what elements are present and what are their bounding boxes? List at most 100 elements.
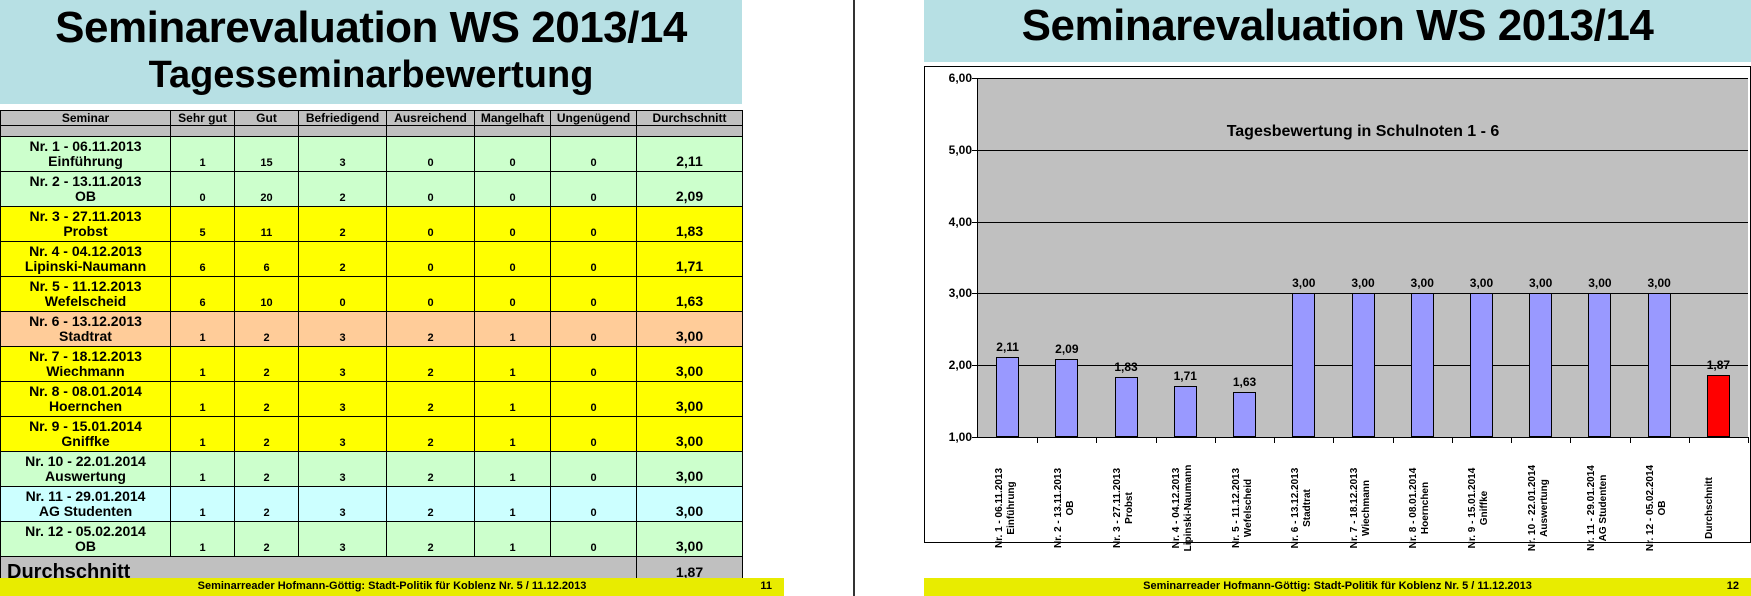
seminar-number-date: Nr. 2 - 13.11.2013	[29, 173, 142, 189]
column-header: Ausreichend	[386, 110, 475, 126]
table-row: Nr. 8 - 08.01.2014 Hoernchen 1 2 3 2 1 0 3,00	[0, 381, 743, 417]
bar	[1706, 374, 1730, 437]
left-slide-footer: Seminarreader Hofmann-Göttig: Stadt-Poli…	[0, 578, 784, 596]
bar-chart: Tagesbewertung in Schulnoten 1 - 6 1,00 2…	[924, 66, 1751, 551]
befriedigend-cell: 3	[298, 416, 387, 452]
seminar-cell: Nr. 3 - 27.11.2013 Probst	[0, 206, 171, 242]
gridline	[978, 149, 1748, 151]
bar	[1292, 293, 1316, 437]
x-tick-mark	[1037, 437, 1039, 443]
column-header: Ungenügend	[550, 110, 637, 126]
x-category-label: Nr. 7 - 18.12.2013 Wiechmann	[1349, 448, 1389, 568]
table-row: Nr. 5 - 11.12.2013 Wefelscheid 6 10 0 0 0 0 1,63	[0, 276, 743, 312]
column-header: Sehr gut	[170, 110, 235, 126]
gut-cell: 2	[234, 486, 299, 522]
x-category-label: Nr. 10 - 22.01.2014 Auswertung	[1527, 448, 1567, 568]
bar	[1588, 293, 1612, 437]
gut-cell: 2	[234, 311, 299, 347]
seminar-number-date: Nr. 10 - 22.01.2014	[25, 453, 146, 469]
gut-cell: 11	[234, 206, 299, 242]
y-tick-mark	[972, 293, 978, 295]
bar	[996, 357, 1020, 437]
column-header: Durchschnitt	[636, 110, 743, 126]
befriedigend-cell: 3	[298, 346, 387, 382]
sehr-gut-cell: 6	[170, 276, 235, 312]
seminar-topic: Stadtrat	[59, 328, 112, 344]
gut-cell: 2	[234, 416, 299, 452]
seminar-cell: Nr. 5 - 11.12.2013 Wefelscheid	[0, 276, 171, 312]
table-row: Nr. 11 - 29.01.2014 AG Studenten 1 2 3 2 1 0 3,0…	[0, 486, 743, 522]
mangelhaft-cell: 0	[474, 276, 551, 312]
seminar-cell: Nr. 10 - 22.01.2014 Auswertung	[0, 451, 171, 487]
seminar-number-date: Nr. 4 - 04.12.2013	[29, 243, 142, 259]
y-tick-mark	[972, 78, 978, 79]
column-header: Befriedigend	[298, 110, 387, 126]
column-header: Mangelhaft	[474, 110, 551, 126]
page-divider	[853, 0, 855, 596]
durchschnitt-cell: 3,00	[636, 451, 743, 487]
seminar-number-date: Nr. 12 - 05.02.2014	[25, 523, 146, 539]
gut-cell: 10	[234, 276, 299, 312]
y-tick-label: 2,00	[948, 358, 972, 373]
x-tick-mark	[1748, 437, 1749, 443]
seminar-topic: Auswertung	[45, 468, 126, 484]
seminar-topic: Gniffke	[61, 433, 110, 449]
mangelhaft-cell: 0	[474, 136, 551, 172]
mangelhaft-cell: 1	[474, 416, 551, 452]
mangelhaft-cell: 1	[474, 486, 551, 522]
seminar-topic: Wefelscheid	[44, 293, 127, 309]
bar	[1114, 377, 1138, 437]
x-label-line1: Nr. 6 - 13.12.2013	[1289, 467, 1301, 549]
y-tick-mark	[972, 437, 978, 438]
bar-value-label: 1,87	[1706, 357, 1731, 372]
ausreichend-cell: 2	[386, 486, 475, 522]
grade-table: Seminar Sehr gut Gut Befriedigend Ausreichen…	[0, 110, 743, 590]
ungenuegend-cell: 0	[550, 206, 637, 242]
befriedigend-cell: 2	[298, 241, 387, 277]
x-label-line1: Nr. 11 - 29.01.2014	[1585, 465, 1597, 551]
befriedigend-cell: 3	[298, 381, 387, 417]
seminar-topic: OB	[75, 188, 96, 204]
x-label-line2: Lipinski-Naumann	[1183, 464, 1195, 552]
gut-cell: 20	[234, 171, 299, 207]
x-label-line2: Hoernchen	[1420, 481, 1432, 535]
befriedigend-cell: 3	[298, 311, 387, 347]
y-tick-label: 6,00	[948, 71, 972, 85]
sehr-gut-cell: 1	[170, 311, 235, 347]
table-row: Nr. 10 - 22.01.2014 Auswertung 1 2 3 2 1 0 3,00	[0, 451, 743, 487]
seminar-topic: AG Studenten	[38, 503, 133, 519]
bar	[1233, 391, 1257, 437]
y-tick-label: 1,00	[948, 430, 972, 444]
durchschnitt-cell: 1,83	[636, 206, 743, 242]
x-tick-mark	[1451, 437, 1453, 443]
mangelhaft-cell: 0	[474, 206, 551, 242]
gut-cell: 2	[234, 521, 299, 557]
bar-value-label: 3,00	[1529, 276, 1553, 291]
header-spacer-row	[0, 125, 743, 137]
befriedigend-cell: 3	[298, 136, 387, 172]
bar-value-label: 2,11	[996, 340, 1019, 355]
durchschnitt-cell: 3,00	[636, 346, 743, 382]
seminar-number-date: Nr. 6 - 13.12.2013	[29, 313, 142, 329]
ungenuegend-cell: 0	[550, 451, 637, 487]
slide-subtitle: Tagesseminarbewertung	[148, 54, 594, 96]
gut-cell: 15	[234, 136, 299, 172]
seminar-cell: Nr. 7 - 18.12.2013 Wiechmann	[0, 346, 171, 382]
durchschnitt-cell: 3,00	[636, 381, 743, 417]
footer-text: Seminarreader Hofmann-Göttig: Stadt-Poli…	[1143, 580, 1532, 592]
bar	[1469, 293, 1493, 437]
gridline	[978, 221, 1748, 223]
durchschnitt-cell: 3,00	[636, 416, 743, 452]
mangelhaft-cell: 1	[474, 521, 551, 557]
sehr-gut-cell: 1	[170, 486, 235, 522]
seminar-number-date: Nr. 9 - 15.01.2014	[29, 418, 142, 434]
x-tick-mark	[1392, 437, 1394, 443]
bar	[1351, 293, 1375, 437]
gut-cell: 2	[234, 381, 299, 417]
plot-area: Tagesbewertung in Schulnoten 1 - 6 1,00 2…	[949, 71, 1749, 551]
durchschnitt-cell: 3,00	[636, 521, 743, 557]
durchschnitt-cell: 3,00	[636, 486, 743, 522]
seminar-topic: Wiechmann	[46, 363, 125, 379]
ausreichend-cell: 2	[386, 381, 475, 417]
column-header: Seminar	[0, 110, 171, 126]
